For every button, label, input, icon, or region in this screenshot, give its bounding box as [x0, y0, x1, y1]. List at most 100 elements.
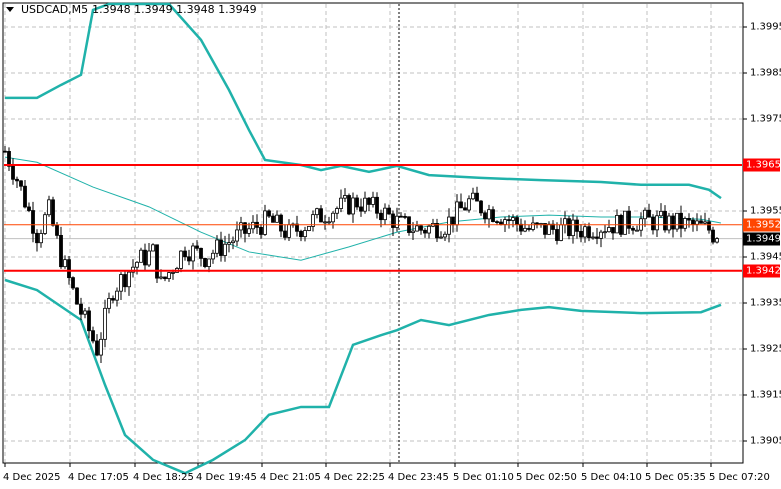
bull-candle	[487, 209, 491, 220]
bear-candle	[271, 215, 275, 223]
price-label-6: 1.3925	[750, 343, 781, 355]
bull-candle	[395, 215, 399, 228]
bull-candle	[655, 215, 659, 231]
bear-candle	[515, 217, 519, 225]
bull-candle	[363, 197, 367, 212]
bull-candle	[583, 226, 587, 238]
time-label-6: 4 Dec 23:45	[388, 472, 449, 483]
bear-candle	[391, 213, 395, 228]
time-label-10: 5 Dec 05:35	[645, 472, 706, 483]
bear-candle	[499, 221, 503, 225]
level-tag-1: 1.3952	[743, 218, 781, 232]
bull-candle	[467, 198, 471, 211]
bull-candle	[635, 229, 639, 232]
bull-candle	[275, 214, 279, 223]
bear-candle	[143, 249, 147, 266]
bear-candle	[55, 224, 59, 236]
bollinger-upper-band	[5, 2, 722, 200]
bear-candle	[567, 218, 571, 237]
bull-candle	[171, 272, 175, 274]
bear-candle	[535, 222, 539, 225]
bull-candle	[191, 245, 195, 262]
bull-candle	[167, 272, 171, 280]
bear-candle	[7, 151, 11, 167]
bull-candle	[339, 197, 343, 209]
bear-candle	[451, 216, 455, 226]
bull-candle	[63, 259, 67, 268]
bull-candle	[615, 214, 619, 234]
price-label-7: 1.3915	[750, 389, 781, 401]
bull-candle	[251, 221, 255, 230]
symbol-label: USDCAD,M5	[21, 3, 89, 16]
bull-candle	[307, 225, 311, 231]
bull-candle	[151, 244, 155, 252]
current-price-tag: 1.3949	[743, 232, 781, 246]
bear-candle	[75, 287, 79, 305]
bull-candle	[675, 212, 679, 230]
bear-candle	[691, 219, 695, 225]
bear-candle	[435, 222, 439, 239]
bear-candle	[671, 215, 675, 230]
bull-candle	[695, 220, 699, 225]
bull-candle	[447, 216, 451, 235]
bull-candle	[591, 236, 595, 239]
bull-candle	[127, 271, 131, 288]
bull-candle	[503, 219, 507, 225]
level-tag-0: 1.3965	[743, 158, 781, 172]
bull-candle	[531, 222, 535, 230]
bear-candle	[95, 340, 99, 356]
bear-candle	[195, 245, 199, 249]
bull-candle	[335, 208, 339, 214]
time-label-2: 4 Dec 18:25	[133, 472, 194, 483]
bear-candle	[59, 234, 63, 268]
bull-candle	[207, 258, 211, 267]
bear-candle	[419, 225, 423, 231]
bear-candle	[319, 208, 323, 223]
bull-candle	[643, 209, 647, 220]
bear-candle	[51, 199, 55, 226]
bear-candle	[3, 150, 7, 153]
bull-candle	[599, 231, 603, 239]
bear-candle	[187, 256, 191, 262]
bull-candle	[39, 233, 43, 244]
bull-candle	[135, 261, 139, 268]
bear-candle	[11, 165, 15, 180]
bear-candle	[379, 212, 383, 221]
bear-candle	[183, 250, 187, 258]
bull-candle	[683, 218, 687, 229]
price-label-3: 1.3955	[750, 205, 781, 217]
bear-candle	[243, 222, 247, 234]
bear-candle	[355, 197, 359, 208]
bear-candle	[587, 226, 591, 238]
bollinger-middle-band	[4, 156, 722, 261]
dropdown-triangle-icon[interactable]	[6, 7, 14, 12]
bull-candle	[471, 192, 475, 200]
bear-candle	[519, 223, 523, 232]
bull-candle	[227, 242, 231, 245]
bear-candle	[283, 230, 287, 238]
bear-candle	[27, 206, 31, 211]
chart-title: USDCAD,M5 1.3948 1.3949 1.3948 1.3949	[6, 3, 257, 16]
bear-candle	[631, 227, 635, 231]
bear-candle	[479, 200, 483, 214]
bull-candle	[703, 221, 707, 224]
bull-candle	[235, 229, 239, 242]
bear-candle	[711, 229, 715, 243]
bear-candle	[491, 209, 495, 222]
bear-candle	[163, 276, 167, 280]
bear-candle	[579, 230, 583, 238]
bear-candle	[203, 257, 207, 267]
bull-candle	[623, 210, 627, 235]
time-label-11: 5 Dec 07:20	[709, 472, 770, 483]
bull-candle	[311, 214, 315, 227]
level-tag-2: 1.3942	[743, 264, 781, 278]
bear-candle	[679, 212, 683, 229]
bull-candle	[263, 210, 267, 235]
bull-candle	[99, 338, 103, 356]
bull-candle	[107, 298, 111, 309]
bull-candle	[667, 215, 671, 231]
bear-candle	[31, 210, 35, 234]
bear-candle	[295, 223, 299, 232]
